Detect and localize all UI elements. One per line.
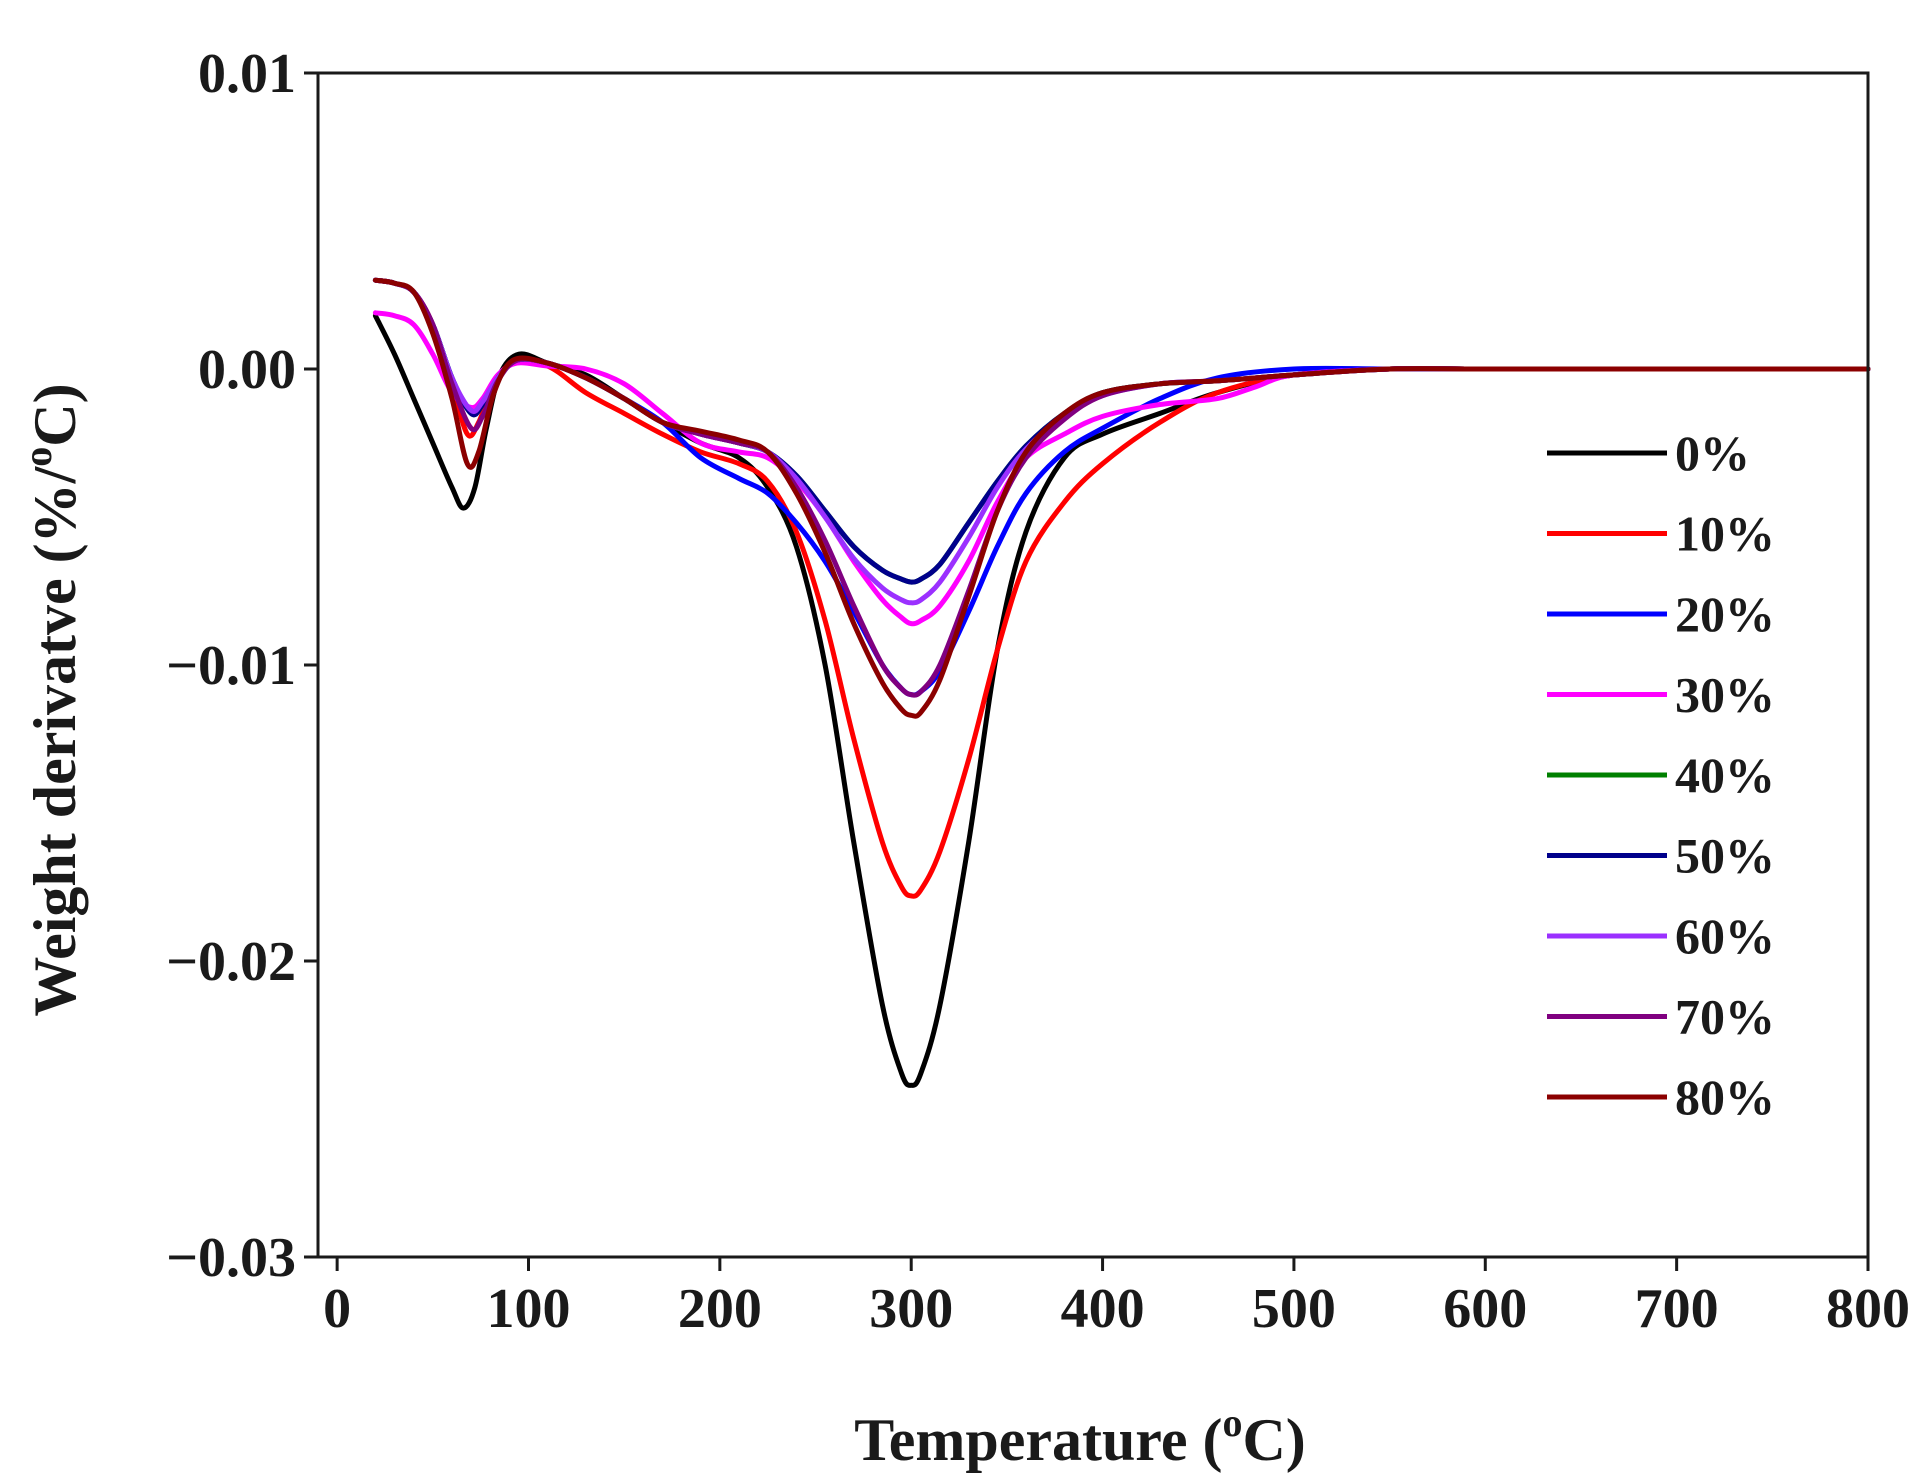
- series-line-60pct: [372, 277, 1871, 606]
- x-axis-title-end: C): [1242, 1407, 1305, 1473]
- series-line-0pct: [372, 313, 1871, 1088]
- legend-label: 0%: [1675, 425, 1750, 481]
- legend-label: 20%: [1675, 586, 1775, 642]
- plot-lines: [372, 277, 1871, 1088]
- y-tick-label: −0.02: [166, 931, 296, 993]
- legend-label: 70%: [1675, 989, 1775, 1045]
- legend-label: 80%: [1675, 1069, 1775, 1125]
- series-line-20pct: [372, 277, 1871, 698]
- y-axis-title-end: C): [22, 383, 88, 446]
- y-axis-title-main: Weight derivatve (%/: [22, 465, 88, 1016]
- y-tick-label: 0.01: [198, 43, 296, 105]
- y-tick-label: −0.01: [166, 635, 296, 697]
- x-tick-label: 400: [1061, 1278, 1145, 1340]
- x-tick-label: 700: [1635, 1278, 1719, 1340]
- x-tick-label: 800: [1826, 1278, 1910, 1340]
- series-line-40pct: [372, 277, 1871, 585]
- plot-frame: [316, 71, 1870, 1259]
- x-axis-title-sup: o: [1222, 1400, 1242, 1445]
- x-tick-label: 100: [486, 1278, 570, 1340]
- y-axis-title-sup: o: [15, 447, 60, 467]
- series-line-80pct: [372, 277, 1871, 719]
- tick-labels: 0 100 200 300 400 500 600 700 800 0.01 0.00 −0.01 −0…: [166, 43, 1910, 1340]
- axis-ticks: [304, 71, 1870, 1271]
- x-tick-label: 200: [678, 1278, 762, 1340]
- legend-label: 10%: [1675, 506, 1775, 562]
- series-line-50pct: [372, 277, 1871, 585]
- legend-label: 30%: [1675, 667, 1775, 723]
- x-tick-label: 500: [1252, 1278, 1336, 1340]
- y-axis-title: Weight derivatve (%/oC): [15, 383, 88, 1016]
- x-tick-label: 0: [323, 1278, 351, 1340]
- series-line-70pct: [372, 277, 1871, 698]
- x-axis-title-main: Temperature (: [854, 1407, 1222, 1473]
- legend-label: 50%: [1675, 828, 1775, 884]
- x-tick-label: 600: [1443, 1278, 1527, 1340]
- x-tick-label: 300: [869, 1278, 953, 1340]
- legend-label: 40%: [1675, 747, 1775, 803]
- x-axis-title: Temperature (oC): [854, 1400, 1306, 1473]
- series-line-30pct: [372, 310, 1871, 627]
- legend-label: 60%: [1675, 908, 1775, 964]
- legend: 0% 10% 20% 30% 40% 50% 60% 70% 80%: [1547, 425, 1775, 1125]
- y-tick-label: 0.00: [198, 339, 296, 401]
- y-tick-label: −0.03: [166, 1227, 296, 1289]
